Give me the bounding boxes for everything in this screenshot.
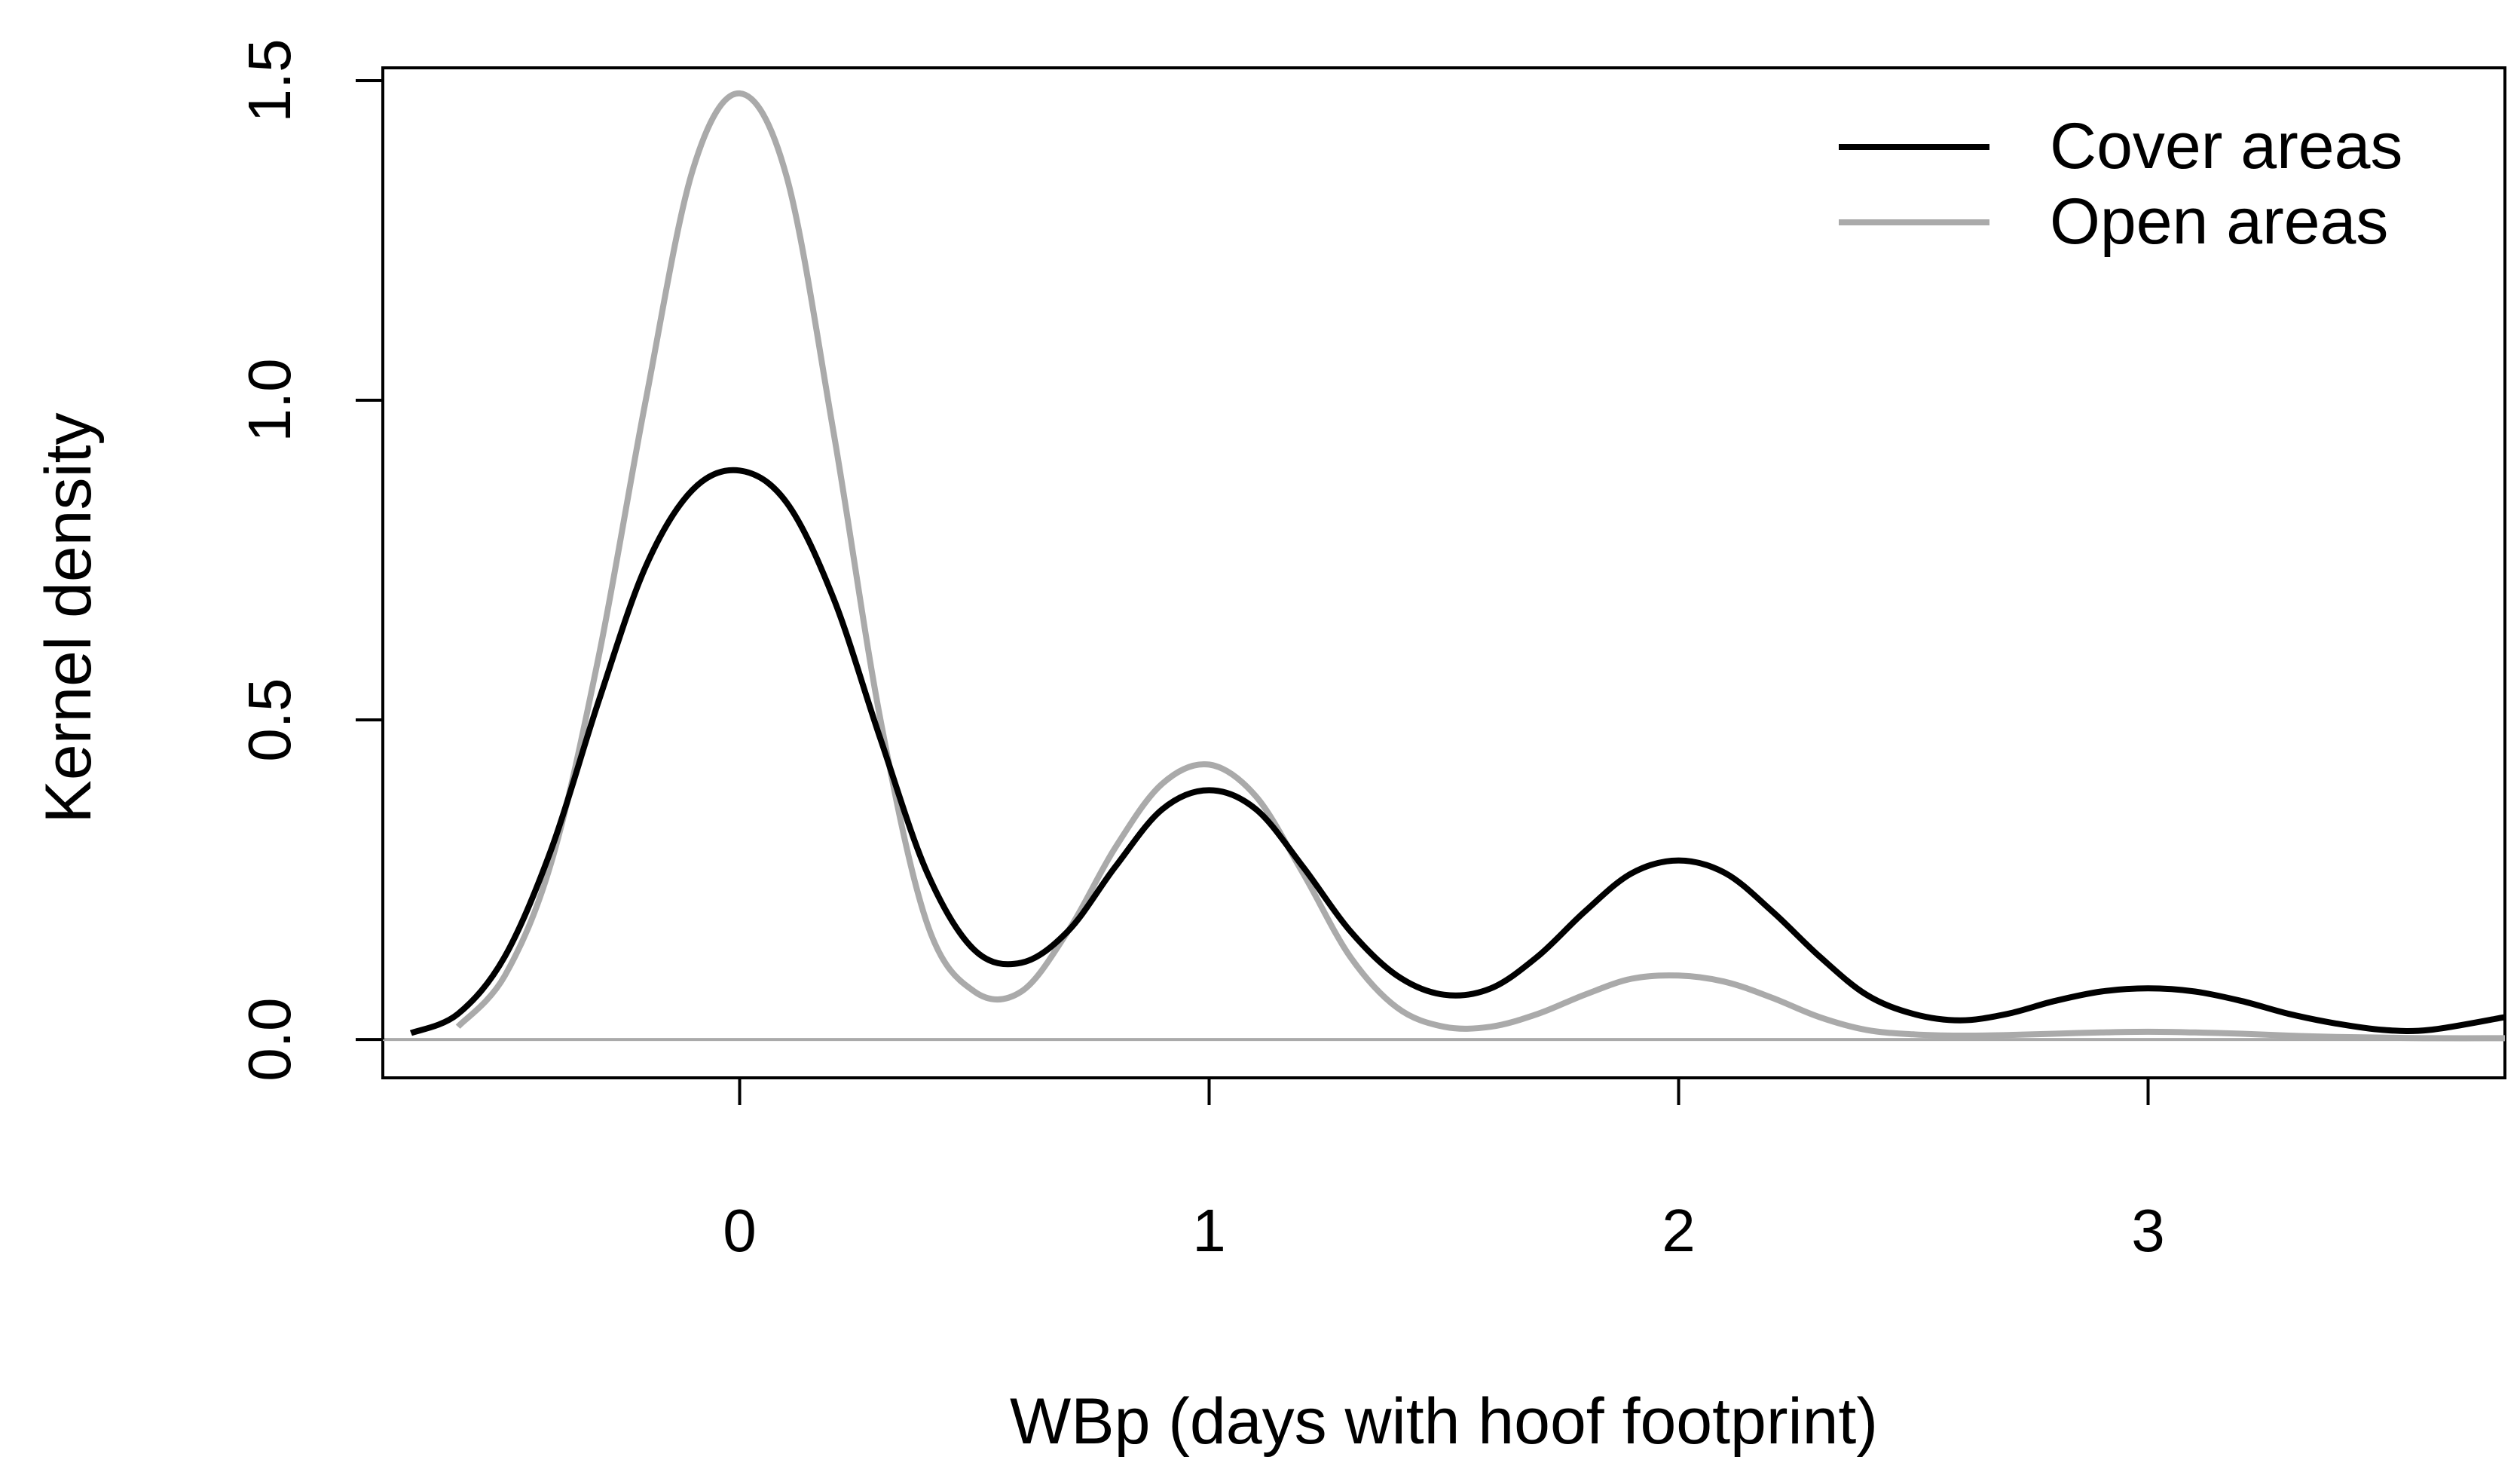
x-tick-label: 1 [1192, 1197, 1226, 1264]
y-tick-label: 0.0 [236, 997, 303, 1081]
x-tick-label: 2 [1662, 1197, 1696, 1264]
legend-label-cover-areas: Cover areas [2050, 110, 2402, 182]
series-layer [409, 90, 2506, 1042]
y-tick-label: 1.0 [236, 358, 303, 442]
y-axis-title: Kernel density [32, 413, 105, 824]
legend: Cover areas Open areas [1839, 110, 2402, 258]
y-tick-label: 1.5 [236, 38, 303, 122]
y-axis: 0.0 0.5 1.0 1.5 [236, 38, 384, 1082]
x-tick-label: 0 [723, 1197, 757, 1264]
x-tick-label: 3 [2131, 1197, 2165, 1264]
y-tick-label: 0.5 [236, 678, 303, 761]
x-axis-title: WBp (days with hoof footprint) [1010, 1385, 1878, 1458]
legend-label-open-areas: Open areas [2050, 185, 2388, 258]
x-axis: 0 1 2 3 [723, 1076, 2165, 1264]
series-line-cover-areas [409, 467, 2506, 1036]
